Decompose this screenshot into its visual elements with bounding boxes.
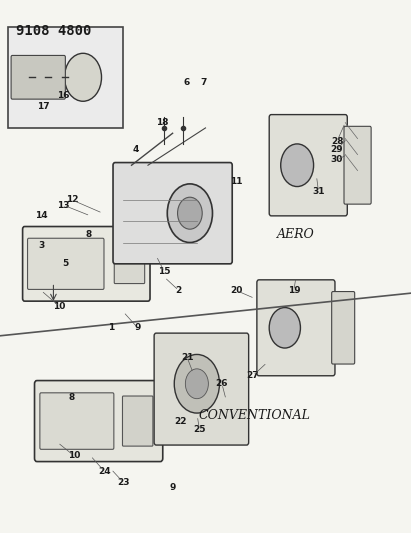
Text: 24: 24 — [99, 467, 111, 476]
FancyBboxPatch shape — [154, 333, 249, 445]
Text: 18: 18 — [156, 118, 169, 127]
FancyBboxPatch shape — [35, 381, 163, 462]
Text: 9108 4800: 9108 4800 — [16, 24, 92, 38]
Text: 8: 8 — [85, 230, 92, 239]
Text: 22: 22 — [175, 417, 187, 425]
Text: 27: 27 — [247, 372, 259, 380]
Text: 7: 7 — [200, 78, 207, 87]
Circle shape — [65, 53, 102, 101]
Circle shape — [269, 308, 300, 348]
Text: 19: 19 — [288, 286, 300, 295]
Text: 6: 6 — [184, 78, 190, 87]
FancyBboxPatch shape — [122, 396, 153, 446]
Text: 17: 17 — [37, 102, 49, 111]
Text: 26: 26 — [216, 379, 228, 388]
FancyBboxPatch shape — [114, 244, 145, 284]
Text: CONVENTIONAL: CONVENTIONAL — [199, 409, 311, 422]
Text: 29: 29 — [331, 145, 343, 154]
Text: 9: 9 — [134, 324, 141, 332]
Bar — [8, 27, 123, 128]
Text: 15: 15 — [158, 268, 171, 276]
Circle shape — [167, 184, 212, 243]
Text: 30: 30 — [331, 156, 343, 164]
Circle shape — [174, 354, 219, 413]
Text: 10: 10 — [68, 451, 80, 460]
Text: 28: 28 — [331, 137, 343, 146]
FancyBboxPatch shape — [23, 227, 150, 301]
Text: 10: 10 — [53, 302, 66, 311]
Text: 11: 11 — [230, 177, 242, 185]
FancyBboxPatch shape — [113, 163, 232, 264]
FancyBboxPatch shape — [269, 115, 347, 216]
Text: 8: 8 — [69, 393, 75, 401]
Text: AERO: AERO — [277, 228, 315, 241]
Text: 13: 13 — [58, 201, 70, 209]
Text: 5: 5 — [62, 260, 69, 268]
Text: 12: 12 — [66, 196, 78, 204]
Text: 2: 2 — [175, 286, 182, 295]
Circle shape — [185, 369, 208, 399]
Text: 14: 14 — [35, 212, 47, 220]
FancyBboxPatch shape — [344, 126, 371, 204]
Text: 4: 4 — [132, 145, 139, 154]
FancyBboxPatch shape — [257, 280, 335, 376]
Text: 20: 20 — [230, 286, 242, 295]
Text: 1: 1 — [108, 324, 114, 332]
Circle shape — [178, 197, 202, 229]
FancyBboxPatch shape — [28, 238, 104, 289]
Text: 9: 9 — [169, 483, 176, 492]
Text: 25: 25 — [193, 425, 206, 433]
FancyBboxPatch shape — [40, 393, 114, 449]
Text: 31: 31 — [312, 188, 325, 196]
Text: 23: 23 — [117, 478, 129, 487]
FancyBboxPatch shape — [332, 292, 355, 364]
Text: 16: 16 — [58, 92, 70, 100]
Text: 21: 21 — [181, 353, 193, 361]
Circle shape — [281, 144, 314, 187]
FancyBboxPatch shape — [11, 55, 65, 99]
Text: 3: 3 — [38, 241, 44, 249]
